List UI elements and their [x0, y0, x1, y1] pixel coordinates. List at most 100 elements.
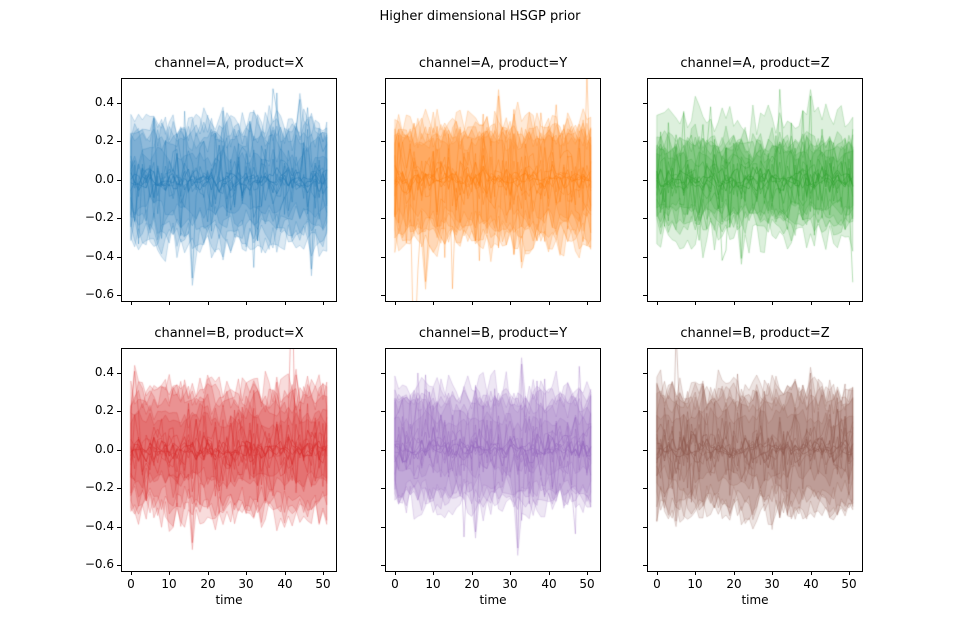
x-tick-label: 0 [653, 577, 661, 591]
y-tick-label: −0.4 [84, 519, 114, 533]
x-axis-label: time [479, 593, 507, 607]
axes-frame-channel-b-product-y [385, 348, 601, 572]
x-tick-label: 20 [726, 577, 742, 591]
y-tick-mark [117, 257, 121, 258]
x-tick-mark [849, 571, 850, 575]
y-tick-label: 0.4 [94, 95, 114, 109]
y-tick-label: 0.0 [94, 442, 114, 456]
y-tick-mark [117, 488, 121, 489]
axes-frame-channel-b-product-x [121, 348, 337, 572]
x-tick-mark [285, 571, 286, 575]
y-tick-mark [117, 180, 121, 181]
x-tick-mark [587, 571, 588, 575]
x-tick-mark [169, 571, 170, 575]
x-tick-mark [695, 301, 696, 305]
y-tick-label: 0.2 [94, 133, 114, 147]
plot-canvas-channel-b-product-z [648, 349, 862, 571]
x-tick-mark [208, 571, 209, 575]
y-tick-mark [643, 295, 647, 296]
x-tick-mark [587, 301, 588, 305]
y-tick-mark [117, 527, 121, 528]
y-tick-mark [381, 450, 385, 451]
x-tick-mark [695, 571, 696, 575]
x-tick-mark [510, 301, 511, 305]
x-tick-mark [549, 571, 550, 575]
y-tick-mark [643, 141, 647, 142]
x-tick-label: 30 [764, 577, 780, 591]
subplot-title-channel-b-product-z: channel=B, product=Z [680, 326, 830, 341]
y-tick-label: −0.6 [84, 557, 114, 571]
subplot-title-channel-a-product-z: channel=A, product=Z [680, 56, 830, 71]
y-tick-label: −0.2 [84, 480, 114, 494]
plot-canvas-channel-b-product-x [122, 349, 336, 571]
x-tick-mark [657, 571, 658, 575]
axes-frame-channel-a-product-z [647, 78, 863, 302]
axes-frame-channel-a-product-y [385, 78, 601, 302]
x-tick-label: 50 [315, 577, 331, 591]
x-tick-mark [772, 571, 773, 575]
x-tick-label: 10 [161, 577, 177, 591]
x-tick-mark [549, 301, 550, 305]
x-tick-mark [811, 571, 812, 575]
x-tick-label: 30 [238, 577, 254, 591]
x-tick-mark [323, 301, 324, 305]
x-tick-mark [246, 571, 247, 575]
axes-frame-channel-a-product-x [121, 78, 337, 302]
x-tick-label: 40 [277, 577, 293, 591]
y-tick-mark [381, 218, 385, 219]
y-tick-mark [643, 488, 647, 489]
y-tick-mark [381, 257, 385, 258]
y-tick-mark [643, 257, 647, 258]
subplot-title-channel-a-product-x: channel=A, product=X [154, 56, 304, 71]
y-tick-mark [381, 411, 385, 412]
x-tick-mark [395, 301, 396, 305]
x-tick-label: 40 [541, 577, 557, 591]
x-tick-mark [734, 571, 735, 575]
y-tick-label: 0.2 [94, 403, 114, 417]
x-tick-mark [323, 571, 324, 575]
x-tick-mark [131, 571, 132, 575]
x-tick-mark [657, 301, 658, 305]
x-tick-mark [169, 301, 170, 305]
x-tick-mark [472, 571, 473, 575]
subplot-title-channel-b-product-y: channel=B, product=Y [418, 326, 568, 341]
y-tick-mark [381, 295, 385, 296]
y-tick-mark [643, 527, 647, 528]
x-tick-label: 20 [200, 577, 216, 591]
subplot-title-channel-b-product-x: channel=B, product=X [154, 326, 304, 341]
x-axis-label: time [215, 593, 243, 607]
y-tick-mark [643, 373, 647, 374]
x-tick-label: 20 [464, 577, 480, 591]
x-tick-label: 50 [579, 577, 595, 591]
x-tick-label: 30 [502, 577, 518, 591]
x-tick-mark [395, 571, 396, 575]
x-tick-mark [811, 301, 812, 305]
x-tick-mark [246, 301, 247, 305]
y-tick-label: 0.4 [94, 365, 114, 379]
x-tick-label: 40 [803, 577, 819, 591]
x-tick-label: 10 [687, 577, 703, 591]
figure-title: Higher dimensional HSGP prior [379, 9, 581, 24]
x-tick-label: 0 [391, 577, 399, 591]
x-tick-mark [472, 301, 473, 305]
y-tick-mark [117, 411, 121, 412]
x-tick-mark [772, 301, 773, 305]
x-tick-mark [734, 301, 735, 305]
y-tick-label: −0.2 [84, 210, 114, 224]
y-tick-mark [117, 373, 121, 374]
y-tick-mark [381, 373, 385, 374]
y-tick-mark [117, 295, 121, 296]
y-tick-label: −0.4 [84, 249, 114, 263]
x-tick-label: 50 [841, 577, 857, 591]
x-tick-mark [285, 301, 286, 305]
y-tick-mark [643, 218, 647, 219]
plot-canvas-channel-a-product-x [122, 79, 336, 301]
plot-canvas-channel-a-product-y [386, 79, 600, 301]
x-tick-mark [510, 571, 511, 575]
x-tick-mark [131, 301, 132, 305]
y-tick-mark [643, 411, 647, 412]
x-tick-label: 0 [127, 577, 135, 591]
y-tick-mark [381, 103, 385, 104]
y-tick-mark [381, 488, 385, 489]
